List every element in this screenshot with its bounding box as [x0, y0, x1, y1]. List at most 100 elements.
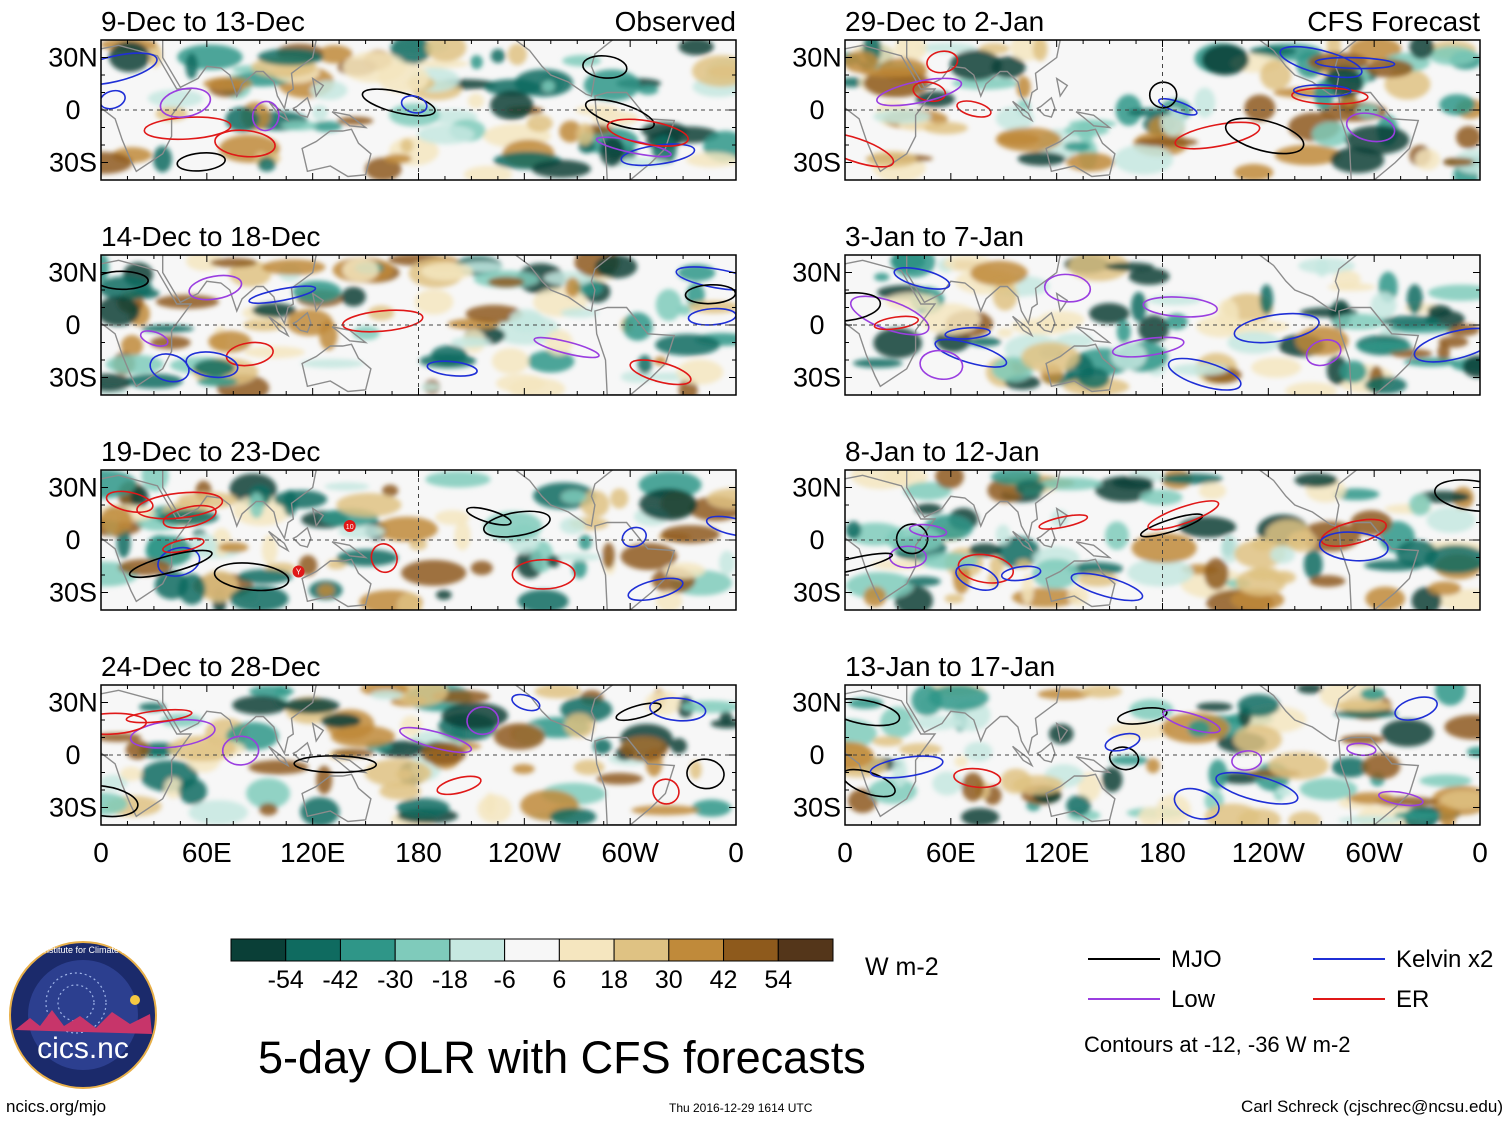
- olr-anomaly-blob: [370, 689, 404, 700]
- wave-contour: [845, 552, 894, 578]
- olr-anomaly-blob: [1251, 357, 1302, 378]
- olr-anomaly-blob: [400, 138, 414, 154]
- wave-contour: [1377, 790, 1424, 807]
- coastlines: [101, 470, 676, 610]
- olr-anomaly-blob: [396, 592, 423, 610]
- olr-anomaly-blob: [379, 782, 422, 800]
- olr-anomaly-blob: [1276, 785, 1293, 797]
- olr-anomaly-blob: [1222, 319, 1290, 334]
- olr-anomaly-blob: [576, 123, 594, 146]
- wave-contour: [1111, 336, 1185, 358]
- olr-anomaly-blob: [1178, 516, 1237, 538]
- panel-1: 30N 0 30S 14-Dec to 18-Dec: [48, 221, 737, 396]
- coastline: [594, 521, 676, 610]
- olr-anomaly-blob: [178, 778, 207, 805]
- olr-anomaly-blob: [1414, 148, 1441, 171]
- olr-anomaly-blob: [292, 280, 342, 303]
- coastline: [301, 128, 372, 178]
- coastline: [268, 315, 290, 338]
- y-tick-label: 0: [809, 525, 824, 555]
- olr-anomaly-blob: [1409, 40, 1435, 60]
- olr-anomaly-blob: [484, 79, 541, 96]
- wave-contour: [705, 515, 736, 538]
- wave-contour: [436, 775, 482, 796]
- olr-anomaly-blob: [885, 292, 939, 311]
- olr-anomaly-blob: [257, 156, 276, 172]
- olr-anomaly-blob: [1297, 685, 1323, 694]
- olr-anomaly-blob: [995, 524, 1011, 545]
- wave-contour: [157, 546, 201, 577]
- olr-anomaly-blob: [677, 264, 716, 282]
- coastline: [292, 526, 312, 548]
- olr-anomaly-blob: [237, 569, 293, 584]
- olr-anomaly-blob: [1066, 152, 1115, 172]
- olr-anomaly-blob: [1439, 94, 1476, 116]
- olr-anomaly-blob: [243, 346, 306, 359]
- x-tick-label: 180: [395, 837, 442, 868]
- wave-contour: [399, 726, 473, 754]
- coastline: [101, 44, 193, 173]
- wave-contour: [595, 136, 672, 158]
- olr-anomaly-blob: [229, 585, 289, 610]
- coastlines: [845, 40, 1420, 180]
- colorbar: -54 -42 -30 -18 -6 6 18 30 42 54: [230, 938, 834, 994]
- olr-anomaly-blob: [390, 40, 432, 65]
- olr-anomaly-blob: [970, 260, 1028, 286]
- x-tick-label: 0: [1472, 837, 1488, 868]
- wave-contour: [934, 338, 1008, 368]
- olr-anomaly-blob: [496, 374, 546, 393]
- olr-anomaly-blob: [1294, 473, 1338, 488]
- coastline: [1012, 745, 1034, 768]
- olr-anomaly-blob: [1171, 363, 1229, 376]
- olr-anomaly-blob: [968, 543, 1002, 558]
- olr-anomaly-blob: [283, 697, 340, 714]
- olr-anomaly-blob: [1466, 746, 1480, 758]
- olr-anomaly-blob: [631, 805, 699, 816]
- wave-contour: [1231, 750, 1263, 771]
- coastline: [906, 470, 1061, 541]
- olr-anomaly-blob: [1424, 544, 1480, 574]
- colorbar-swatch: [339, 938, 396, 962]
- olr-anomaly-blob: [116, 527, 131, 558]
- olr-anomaly-blob: [997, 132, 1040, 146]
- coastline: [1075, 756, 1113, 774]
- olr-anomaly-blob: [1216, 298, 1239, 330]
- olr-anomaly-blob: [199, 570, 239, 603]
- main-title: 5-day OLR with CFS forecasts: [258, 1032, 866, 1083]
- coastline: [1045, 773, 1116, 823]
- x-tick-label: 120W: [488, 837, 562, 868]
- olr-anomaly-blob: [312, 104, 328, 121]
- olr-anomaly-blob: [550, 552, 602, 562]
- olr-anomaly-blob: [1338, 815, 1402, 825]
- olr-anomaly-blob: [1107, 722, 1174, 740]
- olr-anomaly-blob: [1015, 479, 1046, 497]
- wave-contour: [675, 266, 736, 291]
- olr-anomaly-blob: [543, 271, 595, 286]
- wave-contour: [101, 270, 149, 291]
- olr-anomaly-blob: [367, 305, 395, 321]
- olr-anomaly-blob: [1021, 573, 1034, 605]
- olr-anomaly-blob: [141, 470, 169, 492]
- y-tick-label: 30N: [792, 473, 842, 503]
- olr-anomaly-blob: [512, 763, 535, 775]
- wave-contour: [1394, 696, 1438, 721]
- olr-anomaly-blob: [336, 549, 399, 567]
- olr-anomaly-blob: [470, 560, 493, 576]
- olr-anomaly-blob: [101, 276, 153, 301]
- olr-anomaly-blob: [583, 69, 641, 102]
- olr-anomaly-blob: [320, 713, 361, 728]
- coastline: [101, 689, 193, 818]
- wave-contour: [908, 523, 948, 538]
- y-tick-label: 0: [65, 95, 80, 125]
- olr-anomaly-blob: [225, 106, 260, 132]
- x-tick-label: 0: [837, 837, 853, 868]
- olr-anomaly-blob: [1198, 482, 1227, 500]
- olr-anomaly-blob: [719, 710, 733, 725]
- wave-contour: [582, 54, 628, 79]
- x-tick-label: 60E: [182, 837, 232, 868]
- coastline: [1055, 76, 1069, 98]
- olr-anomaly-blob: [454, 520, 471, 551]
- olr-anomaly-blob: [146, 534, 173, 561]
- coastline: [845, 689, 937, 818]
- olr-anomaly-blob: [949, 49, 1002, 81]
